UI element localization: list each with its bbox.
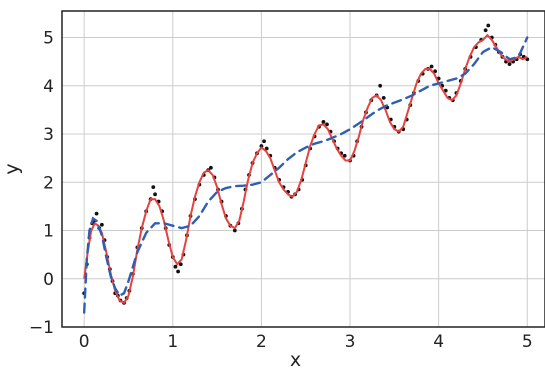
data-point: [208, 165, 213, 170]
tick-labels: 0 1 2 3 4 5 −1 0 1 2 3 4 5: [29, 29, 533, 352]
y-tick-label: 3: [43, 125, 54, 145]
data-point: [483, 28, 488, 33]
grid: [62, 11, 545, 328]
fit-line: [83, 34, 528, 304]
data-point: [94, 211, 99, 216]
data-point: [153, 192, 157, 197]
x-tick-label: 5: [522, 332, 533, 352]
y-tick-label: 1: [43, 222, 54, 242]
y-axis-label: y: [1, 163, 23, 174]
y-tick-label: −1: [29, 318, 54, 338]
y-tick-label: 5: [43, 29, 54, 49]
x-tick-label: 3: [345, 332, 356, 352]
data-point: [176, 269, 180, 274]
data-point: [232, 228, 237, 233]
y-tick-label: 4: [43, 77, 54, 97]
data-point: [486, 23, 491, 28]
data-point: [429, 64, 434, 69]
data-point: [262, 139, 266, 144]
y-tick-label: 2: [43, 173, 54, 193]
plot-frame: [61, 10, 545, 328]
data-point: [99, 222, 104, 227]
data-point: [321, 120, 326, 124]
x-tick-label: 0: [79, 332, 90, 352]
y-tick-label: 0: [43, 270, 54, 290]
x-tick-label: 1: [167, 332, 178, 352]
data-point: [264, 146, 269, 151]
data-point: [378, 83, 383, 88]
data-point: [342, 153, 347, 158]
smooth-line: [82, 36, 529, 314]
data-point: [173, 264, 178, 269]
data-point: [325, 122, 329, 127]
x-tick-label: 2: [256, 332, 267, 352]
x-axis-label: x: [290, 349, 301, 371]
data-point: [381, 95, 386, 100]
x-tick-label: 4: [433, 332, 444, 352]
data-point: [507, 62, 512, 66]
series-layer: [82, 23, 530, 314]
data-point: [151, 185, 156, 189]
data-point: [178, 262, 183, 267]
